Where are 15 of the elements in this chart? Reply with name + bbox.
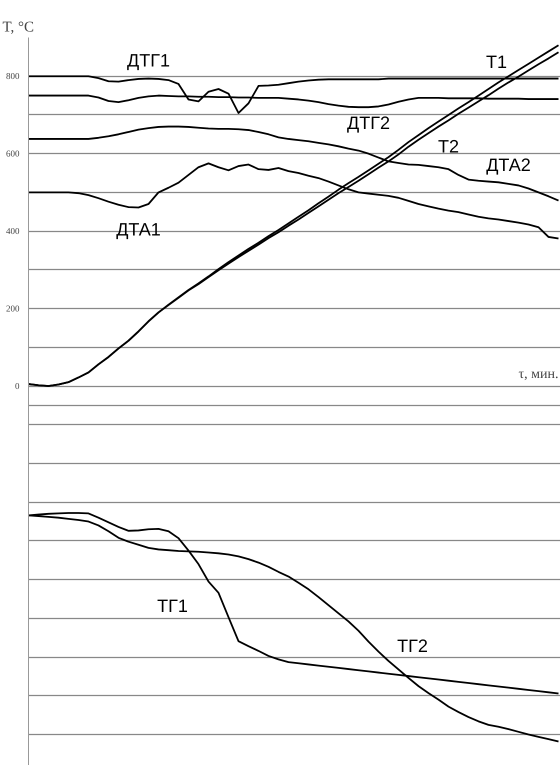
x-axis-title: τ, мин. <box>518 367 559 382</box>
y-tick-label: 800 <box>6 71 20 82</box>
y-tick-label: 0 <box>15 381 20 392</box>
y-tick-label: 200 <box>6 304 20 314</box>
series-label: T2 <box>438 136 460 156</box>
series-label: ДТА1 <box>116 219 161 240</box>
series-label: T1 <box>486 52 508 72</box>
y-tick-label: 600 <box>6 148 20 159</box>
y-tick-label: 400 <box>6 226 20 236</box>
series-label: ТГ1 <box>157 596 188 616</box>
y-axis-title: T, °C <box>2 20 34 36</box>
series-label: ДТГ2 <box>347 113 390 134</box>
series-label: ДТА2 <box>486 154 531 175</box>
series-label: ТГ2 <box>397 636 428 656</box>
series-label: ДТГ1 <box>127 50 170 71</box>
